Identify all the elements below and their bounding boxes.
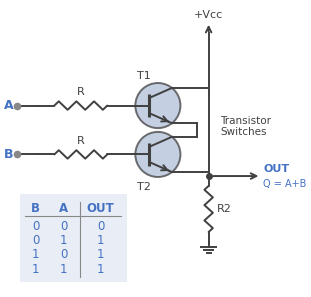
Text: T2: T2 bbox=[137, 182, 151, 192]
Text: Q = A+B: Q = A+B bbox=[263, 179, 307, 189]
Text: T1: T1 bbox=[137, 71, 151, 81]
Text: 0: 0 bbox=[97, 220, 104, 233]
Text: OUT: OUT bbox=[87, 201, 114, 214]
Text: OUT: OUT bbox=[263, 164, 289, 174]
Text: 1: 1 bbox=[97, 263, 104, 276]
Text: A: A bbox=[3, 99, 13, 112]
Circle shape bbox=[135, 83, 180, 128]
Text: 0: 0 bbox=[60, 220, 67, 233]
Text: B: B bbox=[4, 148, 13, 161]
Text: 1: 1 bbox=[60, 234, 68, 247]
Text: R: R bbox=[77, 87, 85, 97]
Text: 1: 1 bbox=[32, 249, 39, 261]
Text: 1: 1 bbox=[32, 263, 39, 276]
Text: 1: 1 bbox=[97, 234, 104, 247]
Text: 0: 0 bbox=[32, 220, 39, 233]
Text: 0: 0 bbox=[60, 249, 67, 261]
Circle shape bbox=[135, 132, 180, 177]
Text: 1: 1 bbox=[97, 249, 104, 261]
Text: B: B bbox=[31, 201, 40, 214]
Text: R2: R2 bbox=[217, 204, 232, 214]
Text: +Vcc: +Vcc bbox=[194, 10, 223, 20]
FancyBboxPatch shape bbox=[20, 194, 127, 282]
Text: Transistor: Transistor bbox=[220, 116, 271, 126]
Text: Switches: Switches bbox=[220, 127, 267, 137]
Text: R: R bbox=[77, 136, 85, 146]
Text: 1: 1 bbox=[60, 263, 68, 276]
Text: 0: 0 bbox=[32, 234, 39, 247]
Text: A: A bbox=[59, 201, 68, 214]
